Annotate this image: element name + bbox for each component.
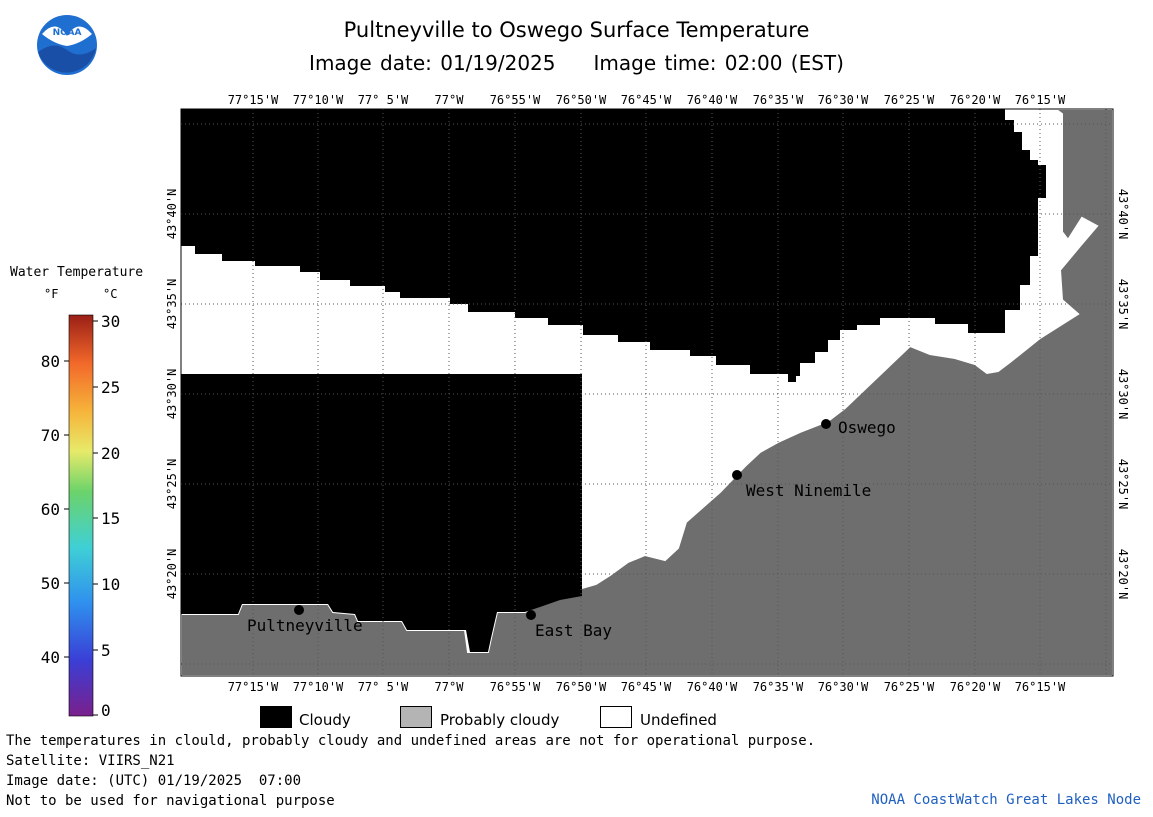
legend-swatch-cloudy (260, 706, 292, 728)
place-label-west-ninemile: West Ninemile (746, 481, 871, 500)
lon-label-top: 77° 5'W (358, 93, 409, 107)
place-marker-east-bay (526, 610, 536, 620)
lon-label-top: 76°50'W (556, 93, 607, 107)
colorbar-f-tick: 40 (41, 648, 60, 667)
lat-label-right: 43°20'N (1116, 549, 1130, 600)
place-label-pultneyville: Pultneyville (247, 616, 363, 635)
colorbar-f-tick: 80 (41, 352, 60, 371)
lon-label-bottom: 76°25'W (884, 680, 935, 694)
noaa-logo-icon: NOAA (37, 15, 97, 75)
lon-label-top: 76°45'W (621, 93, 672, 107)
colorbar-gradient (68, 314, 94, 717)
lat-label-right: 43°35'N (1116, 279, 1130, 330)
lat-label-left: 43°30'N (165, 369, 179, 420)
lon-label-top: 77°W (435, 93, 465, 107)
disclaimer-text: The temperatures in clould, probably clo… (6, 733, 816, 749)
legend-swatch-undefined (600, 706, 632, 728)
colorbar-c-tick: 10 (101, 575, 120, 594)
place-label-oswego: Oswego (838, 418, 896, 437)
lat-label-left: 43°35'N (165, 279, 179, 330)
credit-text: NOAA CoastWatch Great Lakes Node (871, 792, 1141, 808)
colorbar-ticks (64, 320, 98, 716)
colorbar-c-tick: 15 (101, 509, 120, 528)
map-frame (180, 108, 1114, 677)
map-graticule (181, 109, 1113, 676)
satellite-text: Satellite: VIIRS_N21 (6, 753, 175, 769)
colorbar-c-tick: 0 (101, 701, 111, 720)
lat-label-left: 43°25'N (165, 459, 179, 510)
lon-label-top: 76°40'W (687, 93, 738, 107)
lon-label-bottom: 76°20'W (950, 680, 1001, 694)
lon-label-bottom: 76°40'W (687, 680, 738, 694)
colorbar-c-tick: 30 (101, 312, 120, 331)
lon-label-top: 77°10'W (293, 93, 344, 107)
legend-label-probably-cloudy: Probably cloudy (440, 711, 560, 729)
place-markers: Oswego West Ninemile Pultneyville East B… (247, 418, 896, 640)
colorbar-c-tick: 25 (101, 378, 120, 397)
image-date: Image date: 01/19/2025 (309, 51, 556, 75)
image-time: Image time: 02:00 (EST) (593, 51, 844, 75)
lon-label-top: 76°15'W (1015, 93, 1066, 107)
lon-label-bottom: 77° 5'W (358, 680, 409, 694)
colorbar-unit-c: °C (103, 287, 118, 301)
lon-label-bottom: 76°30'W (818, 680, 869, 694)
lon-label-bottom: 77°15'W (228, 680, 279, 694)
legend-label-undefined: Undefined (640, 711, 717, 729)
lon-label-bottom: 76°55'W (490, 680, 541, 694)
colorbar-f-tick: 60 (41, 500, 60, 519)
lon-label-bottom: 77°W (435, 680, 465, 694)
colorbar-title: Water Temperature (10, 265, 144, 280)
lon-label-top: 76°35'W (753, 93, 804, 107)
place-marker-oswego (821, 419, 831, 429)
cloud-area-southwest (181, 374, 582, 652)
legend-label-cloudy: Cloudy (299, 711, 351, 729)
place-label-east-bay: East Bay (535, 621, 612, 640)
legend-swatch-probably-cloudy (400, 706, 432, 728)
lon-label-bottom: 77°10'W (293, 680, 344, 694)
lat-label-left: 43°40'N (165, 189, 179, 240)
place-marker-pultneyville (294, 605, 304, 615)
lon-label-bottom: 76°15'W (1015, 680, 1066, 694)
lon-label-top: 76°30'W (818, 93, 869, 107)
lat-label-left: 43°20'N (165, 549, 179, 600)
image-date-time: Image date: 01/19/2025 Image time: 02:00 … (0, 51, 1153, 75)
lat-label-right: 43°25'N (1116, 459, 1130, 510)
cloud-area-north (181, 109, 1046, 382)
lon-label-bottom: 76°50'W (556, 680, 607, 694)
lon-label-bottom: 76°45'W (621, 680, 672, 694)
lat-label-right: 43°40'N (1116, 189, 1130, 240)
colorbar-unit-f: °F (44, 287, 59, 301)
logo-text: NOAA (53, 28, 82, 38)
colorbar-c-tick: 20 (101, 444, 120, 463)
lon-label-top: 76°20'W (950, 93, 1001, 107)
colorbar-f-tick: 50 (41, 574, 60, 593)
lon-label-top: 76°55'W (490, 93, 541, 107)
place-marker-west-ninemile (732, 470, 742, 480)
colorbar-c-tick: 5 (101, 641, 111, 660)
page-title: Pultneyville to Oswego Surface Temperatu… (343, 18, 810, 42)
lat-label-right: 43°30'N (1116, 369, 1130, 420)
navigation-warning: Not to be used for navigational purpose (6, 793, 335, 809)
lon-label-top: 76°25'W (884, 93, 935, 107)
colorbar-f-tick: 70 (41, 426, 60, 445)
lon-label-top: 77°15'W (228, 93, 279, 107)
lon-label-bottom: 76°35'W (753, 680, 804, 694)
utc-date-text: Image date: (UTC) 01/19/2025 07:00 (6, 773, 302, 789)
